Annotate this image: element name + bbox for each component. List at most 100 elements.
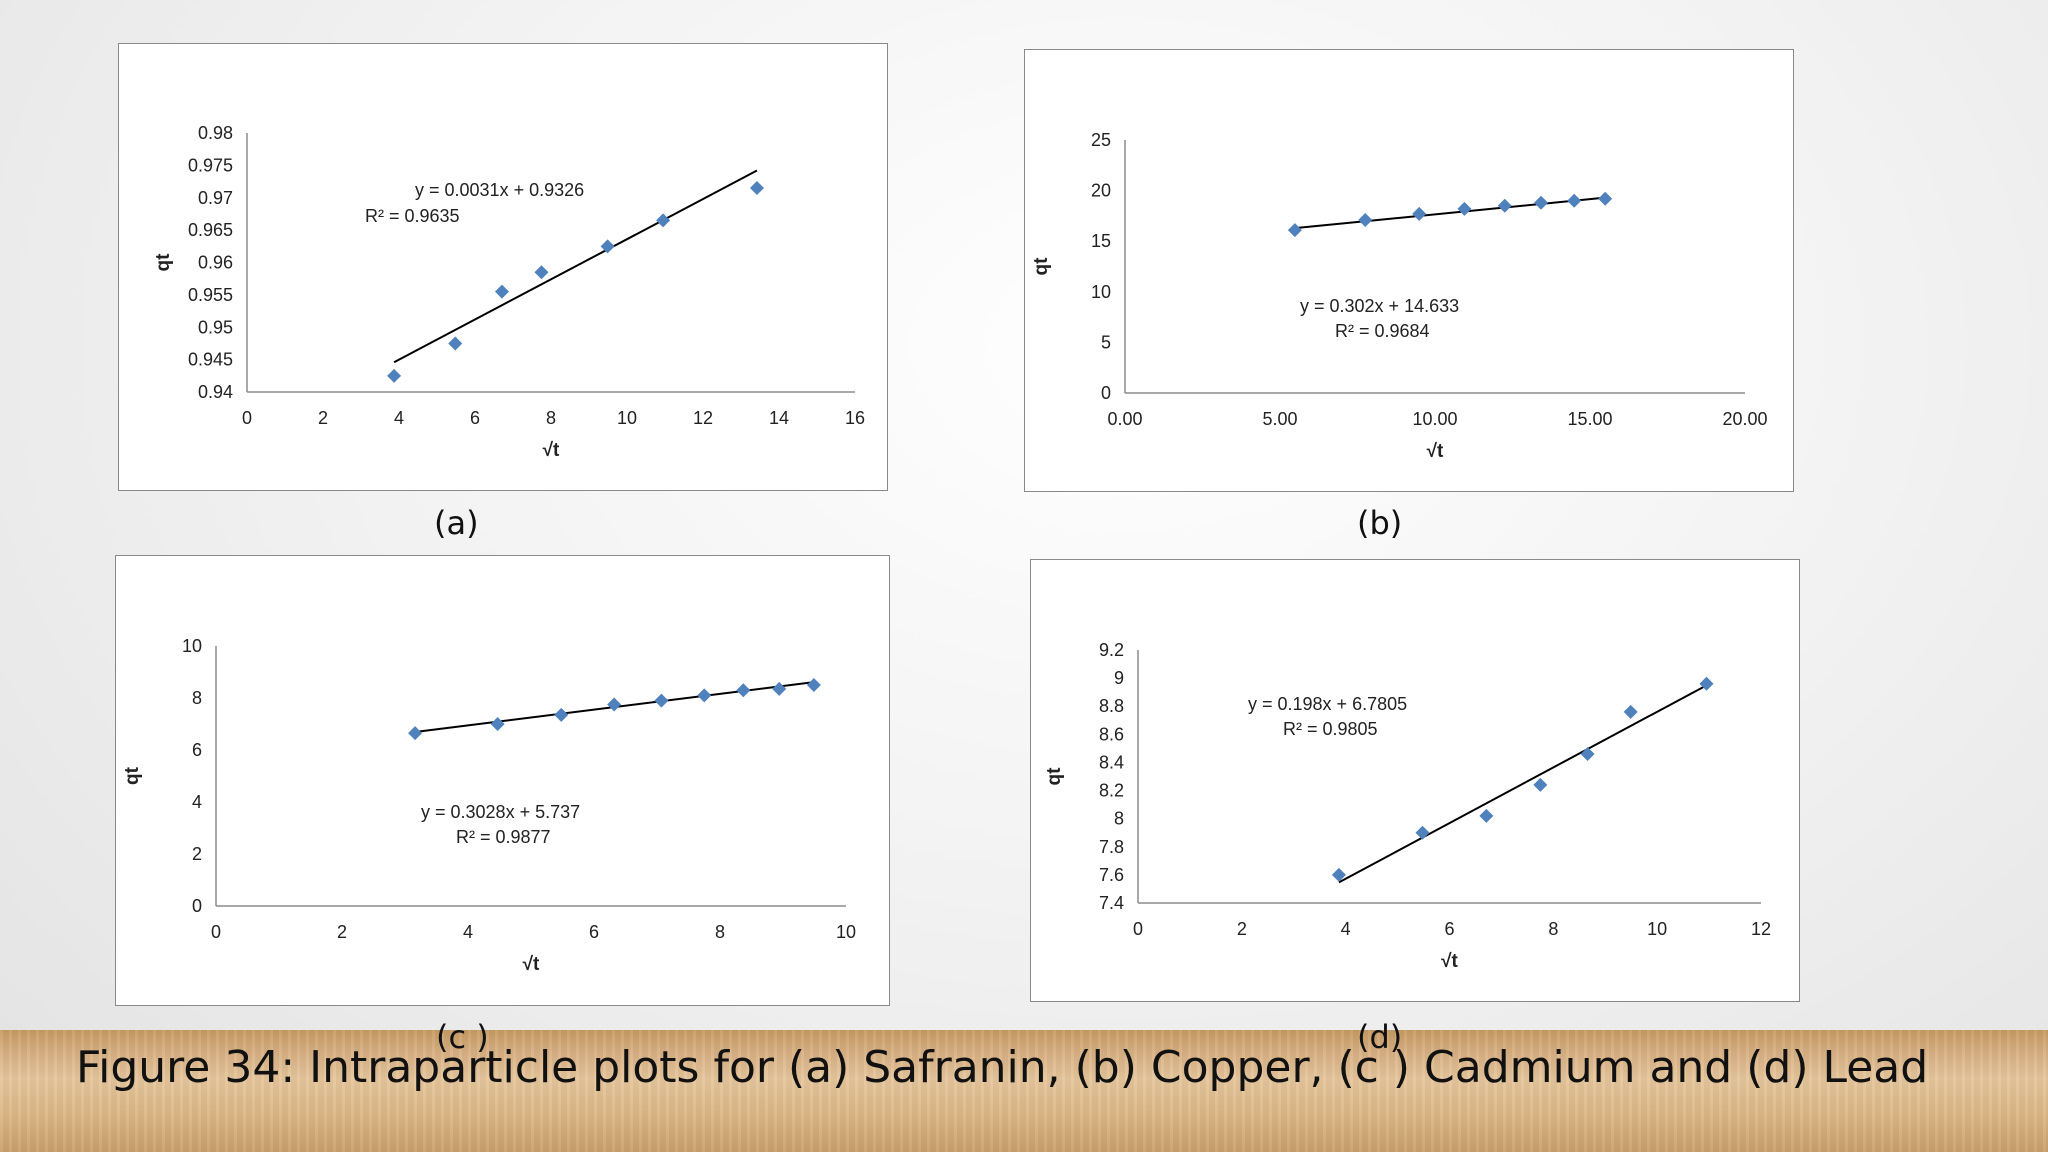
data-point-b	[1412, 206, 1427, 221]
data-point-a	[494, 284, 509, 299]
y-tick-label-d: 9	[1114, 668, 1124, 688]
y-tick-label-d: 8.2	[1099, 781, 1124, 801]
y-tick-label-c: 0	[192, 896, 202, 916]
chart-a: y = 0.0031x + 0.9326 R² = 0.9635 0 2 4 6 8 10…	[153, 123, 865, 461]
y-tick-label-c: 8	[192, 688, 202, 708]
panel-label-c: (c )	[436, 1018, 489, 1056]
y-tick-label-d: 7.6	[1099, 865, 1124, 885]
panel-label-a: (a)	[434, 504, 479, 542]
y-tick-label-b: 10	[1091, 282, 1111, 302]
chart-panel-a: y = 0.0031x + 0.9326 R² = 0.9635 0 2 4 6 8 10…	[118, 43, 888, 491]
x-tick-label-b: 20.00	[1722, 409, 1767, 429]
data-point-b	[1457, 201, 1472, 216]
y-tick-label-a: 0.95	[198, 317, 233, 337]
trend-r2-a: R² = 0.9635	[365, 206, 460, 226]
x-tick-label-c: 4	[463, 922, 473, 942]
x-tick-label-a: 14	[769, 408, 789, 428]
panel-label-b: (b)	[1357, 504, 1403, 542]
data-point-b	[1567, 193, 1582, 208]
x-axis-label-d: √t	[1441, 951, 1458, 972]
x-tick-label-b: 15.00	[1567, 409, 1612, 429]
x-tick-label-d: 6	[1444, 919, 1454, 939]
data-point-a	[749, 181, 764, 196]
trend-equation-c: y = 0.3028x + 5.737	[421, 802, 580, 822]
x-tick-label-b: 10.00	[1412, 409, 1457, 429]
y-axis-label-c: qt	[122, 766, 143, 785]
data-point-c	[806, 678, 821, 692]
x-tick-label-a: 12	[693, 408, 713, 428]
x-tick-label-a: 2	[318, 408, 328, 428]
data-point-c	[772, 681, 787, 696]
y-tick-label-d: 7.8	[1099, 837, 1124, 857]
y-axis-label-d: qt	[1044, 767, 1065, 786]
data-point-d	[1533, 777, 1548, 792]
y-tick-label-d: 8.6	[1099, 724, 1124, 744]
y-tick-label-b: 5	[1101, 332, 1111, 352]
data-point-c	[654, 693, 669, 708]
trend-r2-b: R² = 0.9684	[1335, 321, 1430, 341]
y-tick-label-a: 0.975	[188, 155, 233, 175]
trendline-a	[393, 169, 758, 364]
data-point-d	[1699, 676, 1714, 691]
data-point-c	[490, 717, 505, 731]
data-point-c	[408, 726, 423, 741]
data-point-b	[1497, 198, 1512, 213]
data-point-b	[1598, 191, 1613, 206]
trend-r2-c: R² = 0.9877	[456, 827, 551, 847]
y-tick-label-d: 8	[1114, 809, 1124, 829]
data-point-d	[1580, 747, 1595, 762]
trendline-b	[1294, 196, 1606, 230]
x-tick-label-a: 0	[242, 408, 252, 428]
data-point-c	[554, 707, 569, 722]
x-tick-label-d: 2	[1237, 919, 1247, 939]
y-tick-label-d: 8.4	[1099, 752, 1124, 772]
data-point-d	[1331, 867, 1346, 882]
y-tick-label-b: 25	[1091, 130, 1111, 150]
x-tick-label-b: 5.00	[1262, 409, 1297, 429]
data-point-a	[448, 336, 463, 351]
chart-d: y = 0.198x + 6.7805 R² = 0.9805 0 2 4 6 8 10 1…	[1044, 640, 1771, 972]
y-axis-label-b: qt	[1031, 257, 1052, 276]
y-tick-label-a: 0.97	[198, 188, 233, 208]
data-point-a	[656, 213, 671, 228]
x-tick-label-d: 10	[1647, 919, 1667, 939]
data-point-b	[1358, 212, 1373, 227]
y-tick-label-b: 15	[1091, 231, 1111, 251]
x-tick-label-a: 16	[845, 408, 865, 428]
y-tick-label-a: 0.96	[198, 253, 233, 273]
data-point-a	[387, 368, 402, 383]
y-tick-label-d: 8.8	[1099, 696, 1124, 716]
x-tick-label-a: 4	[394, 408, 404, 428]
x-tick-label-a: 10	[617, 408, 637, 428]
y-tick-label-a: 0.955	[188, 285, 233, 305]
y-tick-label-d: 7.4	[1099, 893, 1124, 913]
figure-caption: Figure 34: Intraparticle plots for (a) S…	[76, 1042, 1929, 1093]
data-point-d	[1623, 704, 1638, 719]
y-tick-label-d: 9.2	[1099, 640, 1124, 660]
y-tick-label-a: 0.94	[198, 382, 233, 402]
data-point-c	[697, 688, 712, 703]
y-tick-label-c: 10	[182, 636, 202, 656]
y-tick-label-a: 0.965	[188, 220, 233, 240]
y-tick-label-c: 2	[192, 844, 202, 864]
trend-equation-a: y = 0.0031x + 0.9326	[415, 180, 584, 200]
y-tick-label-c: 6	[192, 740, 202, 760]
x-axis-label-b: √t	[1427, 441, 1444, 462]
x-tick-label-d: 8	[1548, 919, 1558, 939]
trend-equation-d: y = 0.198x + 6.7805	[1248, 694, 1407, 714]
x-tick-label-d: 12	[1751, 919, 1771, 939]
x-tick-label-b: 0.00	[1107, 409, 1142, 429]
data-point-c	[736, 683, 751, 698]
data-point-c	[607, 697, 622, 712]
data-point-a	[534, 265, 549, 280]
x-tick-label-c: 10	[836, 922, 856, 942]
y-tick-label-a: 0.98	[198, 123, 233, 143]
data-point-a	[600, 239, 615, 254]
x-tick-label-d: 0	[1133, 919, 1143, 939]
x-tick-label-a: 6	[470, 408, 480, 428]
x-axis-label-c: √t	[523, 954, 540, 975]
x-tick-label-c: 8	[715, 922, 725, 942]
floor-background	[0, 1030, 2048, 1152]
data-point-b	[1534, 195, 1549, 210]
trend-r2-d: R² = 0.9805	[1283, 719, 1378, 739]
